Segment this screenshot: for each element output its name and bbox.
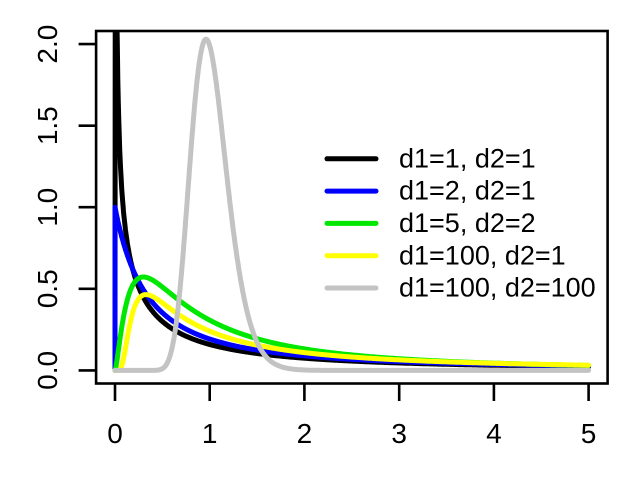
svg-text:0: 0 (107, 418, 123, 449)
svg-text:5: 5 (581, 418, 597, 449)
svg-text:d1=100, d2=100: d1=100, d2=100 (399, 273, 596, 303)
svg-text:0.0: 0.0 (32, 351, 63, 390)
svg-text:3: 3 (391, 418, 407, 449)
svg-text:1.5: 1.5 (32, 106, 63, 145)
svg-text:2: 2 (297, 418, 313, 449)
svg-text:d1=1, d2=1: d1=1, d2=1 (399, 143, 536, 173)
svg-text:1: 1 (202, 418, 218, 449)
svg-text:4: 4 (486, 418, 502, 449)
svg-text:d1=5, d2=2: d1=5, d2=2 (399, 208, 536, 238)
svg-text:d1=100, d2=1: d1=100, d2=1 (399, 240, 566, 270)
svg-text:2.0: 2.0 (32, 25, 63, 64)
svg-text:0.5: 0.5 (32, 269, 63, 308)
svg-text:d1=2, d2=1: d1=2, d2=1 (399, 176, 536, 206)
svg-text:1.0: 1.0 (32, 188, 63, 227)
